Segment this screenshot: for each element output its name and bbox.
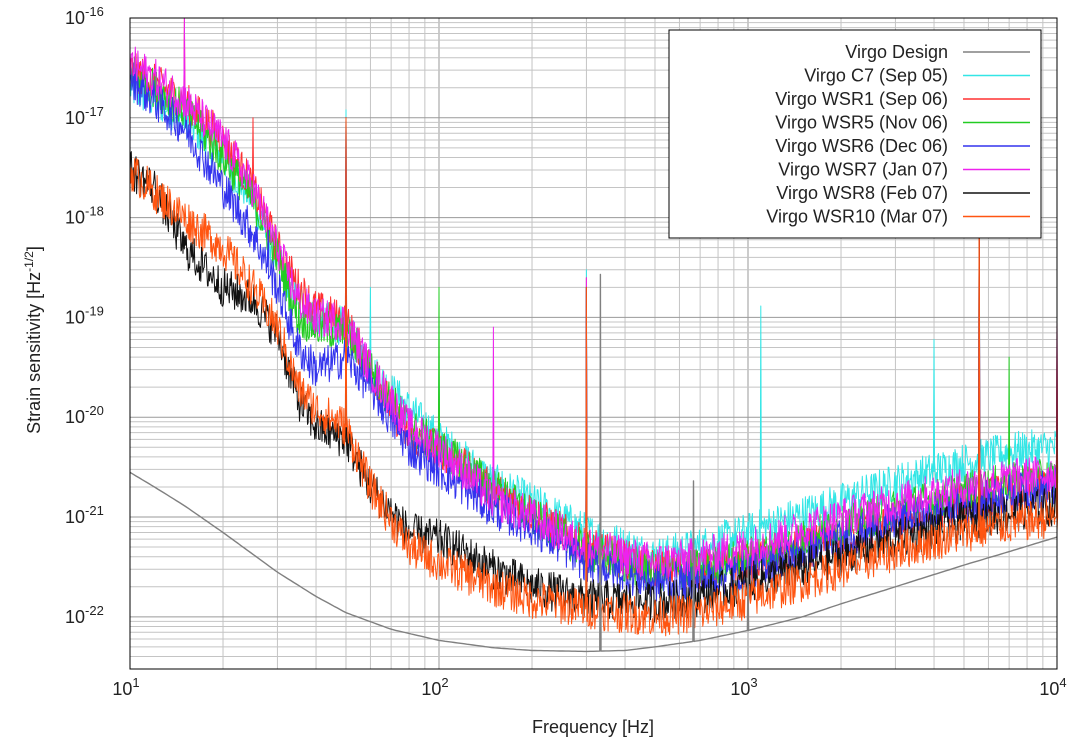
series-line-virgo-wsr10-mar-07: [129, 117, 1059, 637]
plot-frame: [129, 17, 1058, 670]
x-tick-exponent: 4: [1059, 675, 1066, 690]
legend-label-virgo-c7-sep-05: Virgo C7 (Sep 05): [804, 66, 948, 86]
y-tick-base: 10: [65, 307, 85, 327]
y-tick-label: 10-20: [65, 403, 104, 427]
series-line-virgo-wsr7-jan-07: [129, 17, 1059, 579]
legend-box: [668, 29, 1042, 239]
x-tick-exponent: 1: [132, 675, 139, 690]
y-tick-base: 10: [65, 507, 85, 527]
legend-label-virgo-wsr7-jan-07: Virgo WSR7 (Jan 07): [778, 160, 948, 180]
y-tick-exponent: -20: [85, 403, 104, 418]
x-tick-label: 101: [112, 675, 139, 699]
legend-label-virgo-design: Virgo Design: [845, 42, 948, 62]
y-tick-exponent: -22: [85, 603, 104, 618]
x-tick-exponent: 2: [441, 675, 448, 690]
x-tick-labels: 101 102 103 104: [112, 675, 1066, 699]
series-layer: [129, 17, 1059, 653]
y-tick-base: 10: [65, 407, 85, 427]
y-tick-exponent: -16: [85, 4, 104, 19]
y-tick-label: 10-22: [65, 603, 104, 627]
x-tick-base: 10: [730, 679, 750, 699]
legend-label-virgo-wsr6-dec-06: Virgo WSR6 (Dec 06): [775, 136, 948, 156]
legend-label-virgo-wsr1-sep-06: Virgo WSR1 (Sep 06): [775, 89, 948, 109]
y-tick-base: 10: [65, 607, 85, 627]
y-axis-label: Strain sensitivity [Hz-1/2]: [22, 246, 44, 434]
y-tick-label: 10-19: [65, 303, 104, 327]
x-axis-label: Frequency [Hz]: [532, 717, 654, 737]
y-tick-label: 10-21: [65, 503, 104, 527]
y-axis-label-close: ]: [24, 246, 44, 251]
legend: Virgo Design Virgo C7 (Sep 05) Virgo WSR1 …: [668, 29, 1042, 239]
x-tick-exponent: 3: [750, 675, 757, 690]
x-tick-base: 10: [1039, 679, 1059, 699]
x-tick-label: 102: [421, 675, 448, 699]
y-tick-base: 10: [65, 208, 85, 228]
y-tick-label: 10-18: [65, 204, 104, 228]
legend-label-virgo-wsr8-feb-07: Virgo WSR8 (Feb 07): [776, 183, 948, 203]
y-axis-label-exponent: -1/2: [22, 251, 36, 272]
y-axis-label-main: Strain sensitivity [Hz: [24, 272, 44, 434]
y-tick-base: 10: [65, 108, 85, 128]
y-tick-label: 10-17: [65, 104, 104, 128]
y-tick-exponent: -19: [85, 303, 104, 318]
y-tick-base: 10: [65, 8, 85, 28]
y-tick-exponent: -17: [85, 104, 104, 119]
x-tick-base: 10: [112, 679, 132, 699]
x-tick-base: 10: [421, 679, 441, 699]
y-tick-exponent: -18: [85, 204, 104, 219]
x-tick-label: 103: [730, 675, 757, 699]
series-line-virgo-design: [129, 273, 1058, 653]
legend-label-virgo-wsr10-mar-07: Virgo WSR10 (Mar 07): [766, 207, 948, 227]
y-tick-exponent: -21: [85, 503, 104, 518]
series-line-virgo-wsr6-dec-06: [129, 62, 1058, 602]
y-tick-label: 10-16: [65, 4, 104, 28]
x-tick-label: 104: [1039, 675, 1066, 699]
legend-label-virgo-wsr5-nov-06: Virgo WSR5 (Nov 06): [775, 113, 948, 133]
